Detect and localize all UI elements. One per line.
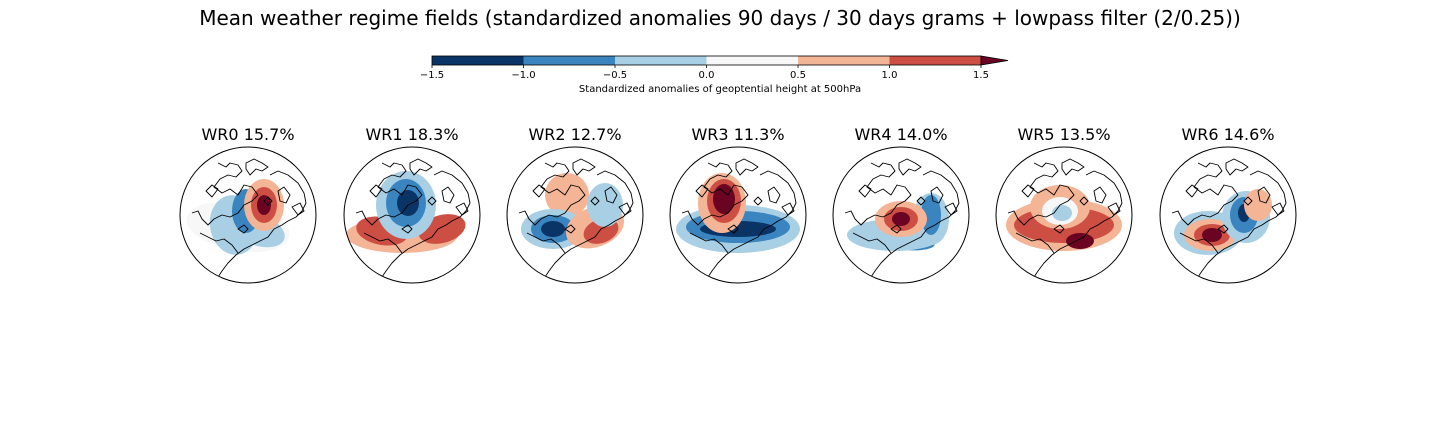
regime-map-wr1 — [343, 146, 481, 284]
panel-title-wr1: WR1 18.3% — [365, 125, 459, 144]
regime-map-wr0 — [179, 146, 317, 284]
anomaly-contour — [1202, 228, 1222, 242]
colorbar — [431, 55, 1009, 68]
map-boundary — [832, 146, 970, 284]
colorbar-bin-1 — [523, 56, 615, 65]
regime-map-wr3 — [669, 146, 807, 284]
colorbar-tick-label: 1.0 — [881, 70, 898, 81]
colorbar-tick-label: 0.0 — [698, 70, 715, 81]
anomaly-contour — [1244, 189, 1272, 221]
colorbar-label: Standardized anomalies of geoptential he… — [578, 84, 862, 95]
map-boundary — [995, 146, 1133, 284]
anomaly-contour — [257, 195, 271, 215]
colorbar-tick-label: 0.5 — [790, 70, 806, 81]
colorbar-bin-0 — [432, 56, 524, 65]
coastlines — [681, 158, 797, 278]
coastlines — [844, 158, 960, 278]
anomaly-contour — [1052, 205, 1072, 221]
regime-map-wr6 — [1159, 146, 1297, 284]
colorbar-tick-label: −1.0 — [511, 70, 536, 81]
anomaly-contour — [397, 190, 419, 216]
map-boundary — [179, 146, 317, 284]
anomaly-contour — [892, 212, 910, 226]
regime-map-wr2 — [506, 146, 644, 284]
coastlines — [518, 158, 634, 278]
coastlines — [355, 158, 471, 278]
colorbar-bin-2 — [615, 56, 707, 65]
colorbar-bin-4 — [798, 56, 890, 65]
anomaly-contour — [587, 183, 623, 227]
panel-title-wr5: WR5 13.5% — [1017, 125, 1111, 144]
anomaly-contour — [545, 173, 589, 217]
anomaly-contour — [713, 184, 735, 214]
coastlines — [1171, 158, 1287, 278]
regime-map-wr5 — [995, 146, 1133, 284]
coastlines — [1007, 158, 1123, 278]
panel-title-wr4: WR4 14.0% — [854, 125, 948, 144]
colorbar-tick-label: 1.5 — [973, 70, 989, 81]
map-boundary — [343, 146, 481, 284]
anomaly-contour — [921, 195, 941, 235]
panel-title-wr0: WR0 15.7% — [201, 125, 295, 144]
panel-title-wr2: WR2 12.7% — [528, 125, 622, 144]
colorbar-tick-label: −1.5 — [419, 70, 445, 81]
colorbar-tick-label: −0.5 — [602, 70, 628, 81]
anomaly-contour — [1066, 233, 1094, 249]
map-boundary — [506, 146, 644, 284]
colorbar-bin-5 — [889, 56, 981, 65]
map-boundary — [1159, 146, 1297, 284]
map-boundary — [669, 146, 807, 284]
colorbar-bin-3 — [706, 56, 798, 65]
anomaly-contour — [541, 221, 565, 237]
regime-map-wr4 — [832, 146, 970, 284]
coastlines — [191, 158, 307, 278]
panel-title-wr3: WR3 11.3% — [691, 125, 785, 144]
panel-title-wr6: WR6 14.6% — [1181, 125, 1275, 144]
figure-title: Mean weather regime fields (standardized… — [199, 6, 1241, 30]
